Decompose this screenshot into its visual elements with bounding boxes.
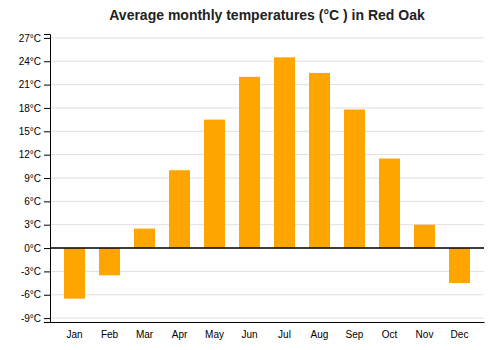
grid-line — [50, 61, 484, 62]
x-axis: Jan Feb Mar Apr May Jun Jul Aug Sep Oct Nov Dec — [51, 323, 485, 341]
y-tick-mark — [44, 295, 50, 296]
x-tick: May — [205, 329, 224, 340]
y-tick-label: 15°C — [19, 126, 41, 137]
grid-line — [50, 318, 484, 319]
x-tick: Jan — [66, 329, 82, 340]
x-tick: Nov — [416, 329, 434, 340]
x-tick: Aug — [311, 329, 329, 340]
grid-line — [50, 248, 484, 249]
grid-line — [50, 201, 484, 202]
x-tick-label: Aug — [311, 329, 329, 340]
y-tick-mark — [44, 38, 50, 39]
plot-area: -9°C -6°C -3°C 0°C 3°C 6°C 9°C 12°C 15°C 18°C 21°C… — [19, 33, 485, 341]
y-tick-label: -6°C — [21, 289, 41, 300]
y-tick-label: 27°C — [19, 33, 41, 44]
x-tick-label: Sep — [346, 329, 364, 340]
y-tick: 24°C — [19, 56, 50, 67]
x-tick-label: Jan — [66, 329, 82, 340]
y-tick-mark — [44, 318, 50, 319]
chart-container: -9°C -6°C -3°C 0°C 3°C 6°C 9°C 12°C 15°C 18°C 21°C… — [0, 0, 500, 350]
x-axis-line — [51, 322, 485, 323]
x-tick: Mar — [136, 329, 154, 340]
y-tick-label: 6°C — [24, 196, 41, 207]
bar — [309, 73, 330, 248]
bar — [344, 110, 365, 249]
y-tick: 12°C — [19, 149, 50, 160]
y-tick-mark — [44, 155, 50, 156]
bar — [449, 248, 470, 283]
y-tick-label: 12°C — [19, 149, 41, 160]
x-tick: Apr — [172, 329, 188, 340]
x-tick: Feb — [101, 329, 119, 340]
y-axis: -9°C -6°C -3°C 0°C 3°C 6°C 9°C 12°C 15°C 18°C 21°C… — [19, 33, 51, 324]
bar — [204, 120, 225, 248]
x-tick: Sep — [346, 329, 364, 340]
y-tick-label: 3°C — [24, 219, 41, 230]
grid-line — [50, 294, 484, 295]
y-tick-mark — [44, 131, 50, 132]
x-tick-label: Jul — [278, 329, 291, 340]
x-tick-label: May — [205, 329, 224, 340]
bar — [414, 225, 435, 248]
grid-line — [50, 37, 484, 38]
bar — [274, 57, 295, 248]
y-tick-label: 21°C — [19, 79, 41, 90]
y-tick-mark — [44, 248, 50, 249]
grid-line — [50, 154, 484, 155]
y-tick: 0°C — [24, 243, 50, 254]
grid-line — [50, 107, 484, 108]
x-tick-label: Feb — [101, 329, 119, 340]
grid-line — [50, 84, 484, 85]
y-tick-label: -3°C — [21, 266, 41, 277]
x-tick-label: Apr — [172, 329, 188, 340]
x-tick-label: Jun — [241, 329, 257, 340]
y-tick: 21°C — [19, 79, 50, 90]
x-tick-label: Dec — [451, 329, 469, 340]
bars — [64, 57, 470, 298]
y-tick: 27°C — [19, 33, 50, 44]
y-tick-mark — [44, 271, 50, 272]
x-tick: Jul — [278, 329, 291, 340]
y-tick-label: 24°C — [19, 56, 41, 67]
y-tick: 18°C — [19, 103, 50, 114]
y-tick-label: -9°C — [21, 313, 41, 324]
grid — [50, 38, 484, 318]
x-tick: Dec — [451, 329, 469, 340]
bar — [64, 248, 85, 299]
y-tick: 15°C — [19, 126, 50, 137]
y-tick: -9°C — [21, 313, 50, 324]
zero-line — [50, 247, 484, 249]
y-tick: 9°C — [24, 173, 50, 184]
bar — [99, 248, 120, 275]
y-tick-mark — [44, 178, 50, 179]
y-tick-mark — [44, 201, 50, 202]
y-tick: 3°C — [24, 219, 50, 230]
y-axis-line — [44, 35, 51, 323]
x-tick-label: Mar — [136, 329, 154, 340]
bar — [239, 77, 260, 248]
y-tick-label: 9°C — [24, 173, 41, 184]
bar — [169, 170, 190, 248]
y-tick-mark — [44, 225, 50, 226]
chart: -9°C -6°C -3°C 0°C 3°C 6°C 9°C 12°C 15°C 18°C 21°C… — [0, 0, 500, 350]
x-tick: Oct — [382, 329, 398, 340]
y-tick: 6°C — [24, 196, 50, 207]
bar — [379, 159, 400, 249]
grid-line — [50, 178, 484, 179]
y-tick-mark — [44, 61, 50, 62]
y-tick-label: 0°C — [24, 243, 41, 254]
y-tick-mark — [44, 108, 50, 109]
y-tick: -3°C — [21, 266, 50, 277]
x-tick-label: Oct — [382, 329, 398, 340]
grid-line — [50, 131, 484, 132]
y-tick: -6°C — [21, 289, 50, 300]
y-tick-label: 18°C — [19, 103, 41, 114]
x-tick-label: Nov — [416, 329, 434, 340]
bar — [134, 229, 155, 248]
title: Average monthly temperatures (°C ) in Re… — [109, 7, 425, 23]
x-tick: Jun — [241, 329, 257, 340]
y-tick-mark — [44, 85, 50, 86]
